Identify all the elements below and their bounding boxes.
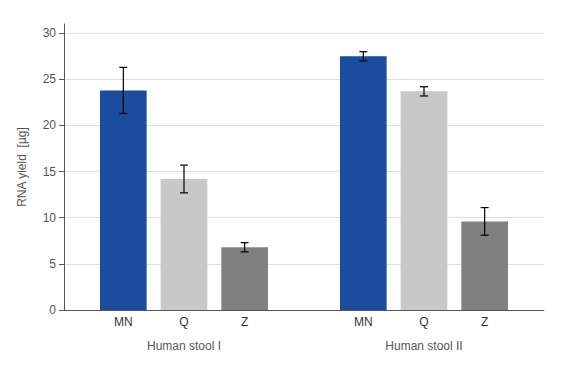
svg-text:MN: MN: [114, 315, 133, 329]
svg-text:0: 0: [49, 303, 56, 317]
svg-text:10: 10: [43, 211, 57, 225]
svg-text:25: 25: [43, 72, 57, 86]
svg-text:30: 30: [43, 26, 57, 40]
svg-text:5: 5: [49, 257, 56, 271]
svg-text:Human stool II: Human stool II: [385, 339, 462, 353]
svg-text:MN: MN: [354, 315, 373, 329]
svg-text:15: 15: [43, 165, 57, 179]
svg-text:Q: Q: [419, 315, 428, 329]
svg-text:Z: Z: [481, 315, 488, 329]
svg-text:Human stool I: Human stool I: [147, 339, 221, 353]
svg-text:Q: Q: [179, 315, 188, 329]
svg-text:20: 20: [43, 118, 57, 132]
svg-text:Z: Z: [241, 315, 248, 329]
svg-text:RNA yield [µg]: RNA yield [µg]: [15, 127, 29, 207]
